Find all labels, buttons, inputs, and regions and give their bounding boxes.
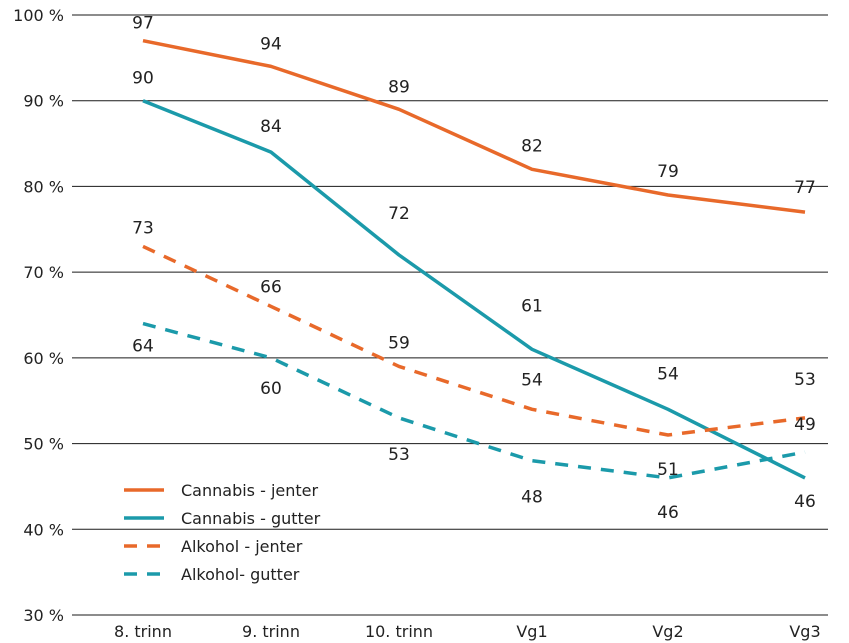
legend-label: Cannabis - jenter [181, 481, 318, 500]
legend-label: Cannabis - gutter [181, 509, 321, 528]
data-label: 46 [794, 492, 816, 512]
data-label: 97 [132, 14, 154, 34]
data-label: 60 [260, 379, 282, 399]
x-tick-label: 10. trinn [365, 622, 433, 641]
legend-label: Alkohol- gutter [181, 565, 300, 584]
data-label: 61 [521, 296, 543, 316]
data-label: 46 [657, 503, 679, 523]
y-tick-label: 70 % [23, 263, 64, 282]
data-label: 54 [521, 370, 543, 390]
data-label: 82 [521, 136, 543, 156]
data-label: 90 [132, 69, 154, 89]
data-label: 51 [657, 460, 679, 480]
x-tick-label: Vg1 [516, 622, 547, 641]
y-axis-ticks: 30 % 40 % 50 % 60 % 70 % 80 % 90 % 100 % [13, 6, 64, 625]
x-tick-label: 9. trinn [242, 622, 300, 641]
legend: Cannabis - jenter Cannabis - gutter Alkoho… [124, 481, 321, 584]
data-label: 53 [388, 445, 410, 465]
y-tick-label: 90 % [23, 92, 64, 111]
y-tick-label: 60 % [23, 349, 64, 368]
data-label: 72 [388, 204, 410, 224]
data-label: 53 [794, 370, 816, 390]
data-label: 77 [794, 178, 816, 198]
y-tick-label: 40 % [23, 520, 64, 539]
series-line [142, 321, 806, 480]
y-tick-label: 50 % [23, 435, 64, 454]
data-label: 79 [657, 162, 679, 182]
y-tick-label: 80 % [23, 177, 64, 196]
series-line [142, 99, 806, 480]
data-label: 66 [260, 277, 282, 297]
grid-layer [72, 14, 828, 616]
data-label: 84 [260, 117, 282, 137]
data-label: 49 [794, 415, 816, 435]
series-layer [142, 38, 806, 480]
x-tick-label: 8. trinn [114, 622, 172, 641]
x-axis-ticks: 8. trinn 9. trinn 10. trinn Vg1 Vg2 Vg3 [114, 622, 821, 641]
series-line [142, 38, 806, 214]
y-tick-label: 100 % [13, 6, 64, 25]
data-label: 48 [521, 488, 543, 508]
data-label: 89 [388, 77, 410, 97]
data-label: 64 [132, 337, 154, 357]
data-labels: 97 94 89 82 79 77 90 84 72 61 54 46 73 66 59 54 51 53 64 60… [132, 14, 816, 523]
data-label: 73 [132, 218, 154, 238]
data-label: 59 [388, 333, 410, 353]
data-label: 54 [657, 364, 679, 384]
data-label: 94 [260, 34, 282, 54]
x-tick-label: Vg2 [652, 622, 683, 641]
y-tick-label: 30 % [23, 606, 64, 625]
series-line [142, 244, 806, 437]
x-tick-label: Vg3 [789, 622, 820, 641]
legend-label: Alkohol - jenter [181, 537, 303, 556]
